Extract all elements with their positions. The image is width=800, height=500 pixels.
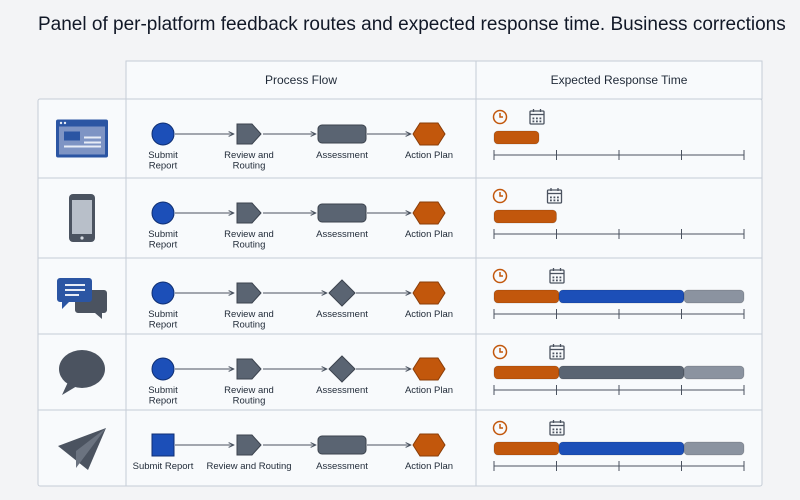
step-circle [151, 122, 175, 146]
step-label: Action Plan [405, 229, 453, 240]
web-browser-icon [56, 119, 108, 158]
step-label: Assessment [316, 309, 368, 320]
step-rounded-rect [317, 435, 367, 455]
step-label: Action Plan [405, 461, 453, 472]
step-label: Action Plan [405, 309, 453, 320]
step-chevron [236, 202, 262, 224]
calendar-icon [549, 344, 565, 360]
step-label: Review and Routing [224, 229, 274, 251]
chat-bubbles-icon [57, 278, 107, 319]
page-title: Panel of per-platform feedback routes an… [38, 14, 786, 35]
panel-frame [37, 60, 763, 487]
step-label: Review and Routing [224, 150, 274, 172]
clock-icon [492, 188, 508, 204]
response-bar [493, 209, 557, 224]
step-label: Review and Routing [224, 309, 274, 331]
rows: Submit Report Review and Routing Assessment A… [38, 109, 762, 472]
step-label: Review and Routing [206, 461, 291, 472]
step-label: Submit Report [148, 150, 178, 172]
step-circle [151, 357, 175, 381]
step-label: Action Plan [405, 385, 453, 396]
response-bar [683, 441, 745, 456]
step-circle [151, 201, 175, 225]
step-rounded-rect [317, 124, 367, 144]
step-hexagon [412, 357, 446, 381]
step-label: Assessment [316, 461, 368, 472]
step-diamond [328, 279, 356, 307]
step-chevron [236, 123, 262, 145]
step-label: Submit Report [148, 385, 178, 407]
step-hexagon [412, 433, 446, 457]
step-hexagon [412, 122, 446, 146]
step-label: Assessment [316, 385, 368, 396]
response-bar [493, 441, 560, 456]
step-label: Submit Report [148, 229, 178, 251]
step-rounded-rect [317, 203, 367, 223]
response-bar [558, 365, 685, 380]
clock-icon [492, 268, 508, 284]
platform-row: Submit Report Review and Routing Assessment A… [38, 333, 762, 407]
response-bar [683, 365, 745, 380]
calendar-icon [549, 268, 565, 284]
response-bar [683, 289, 745, 304]
step-label: Action Plan [405, 150, 453, 161]
response-time-header: Expected Response Time [551, 73, 688, 87]
platform-row: Submit Report Review and Routing Assessmen… [38, 409, 762, 472]
response-bar [558, 289, 685, 304]
mobile-phone-icon [69, 194, 95, 242]
step-label: Assessment [316, 150, 368, 161]
response-bar [493, 130, 540, 145]
step-chevron [236, 434, 262, 456]
step-label: Review and Routing [224, 385, 274, 407]
clock-icon [492, 109, 508, 125]
paper-plane-icon [58, 428, 106, 470]
clock-icon [492, 344, 508, 360]
clock-icon [492, 420, 508, 436]
step-hexagon [412, 201, 446, 225]
step-diamond [328, 355, 356, 383]
step-chevron [236, 282, 262, 304]
step-hexagon [412, 281, 446, 305]
platform-row: Submit Report Review and Routing Assessment A… [38, 177, 762, 251]
response-bar [493, 365, 560, 380]
process-flow-header: Process Flow [265, 73, 337, 87]
step-label: Submit Report [148, 309, 178, 331]
step-square [151, 433, 175, 457]
step-label: Assessment [316, 229, 368, 240]
calendar-icon [546, 188, 563, 204]
step-chevron [236, 358, 262, 380]
platform-row: Submit Report Review and Routing Assessment A… [56, 109, 745, 172]
step-circle [151, 281, 175, 305]
platform-row: Submit Report Review and Routing Assessment A… [38, 257, 762, 331]
calendar-icon [529, 109, 545, 125]
response-bar [493, 289, 560, 304]
response-bar [558, 441, 685, 456]
calendar-icon [549, 420, 565, 436]
step-label: Submit Report [133, 461, 194, 472]
speech-bubble-icon [59, 350, 105, 395]
header-row [125, 60, 763, 100]
